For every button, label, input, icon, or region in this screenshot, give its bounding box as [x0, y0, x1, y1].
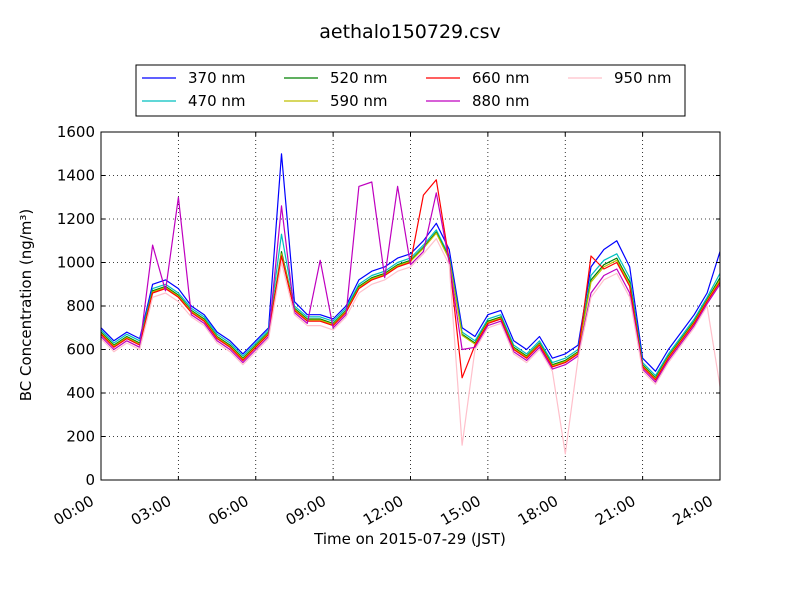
legend-label: 590 nm	[330, 92, 388, 110]
x-axis-label: Time on 2015-07-29 (JST)	[313, 530, 506, 548]
x-tick-label: 24:00	[670, 492, 716, 529]
y-tick-label: 0	[85, 471, 95, 489]
legend-box	[135, 64, 686, 117]
legend: 370 nm 470 nm 520 nm 590 nm 660 nm 880 nm 950 …	[135, 64, 686, 117]
series-line	[100, 229, 721, 377]
y-tick-label: 1000	[57, 254, 95, 272]
ticks: 00:00 03:00 06:00 09:00 12:00 15:00 18:00 21:00…	[51, 123, 721, 529]
series-line	[100, 238, 721, 455]
legend-label: 660 nm	[472, 69, 530, 87]
series-line	[100, 153, 721, 372]
y-tick-label: 600	[66, 341, 95, 359]
series-line	[100, 181, 721, 383]
series-layer	[100, 153, 721, 455]
x-tick-label: 03:00	[128, 492, 174, 529]
y-tick-label: 800	[66, 297, 95, 315]
legend-label: 880 nm	[472, 92, 530, 110]
y-tick-label: 200	[66, 428, 95, 446]
x-tick-label: 18:00	[515, 492, 561, 529]
x-tick-label: 00:00	[51, 492, 97, 529]
x-tick-label: 06:00	[205, 492, 251, 529]
legend-label: 370 nm	[188, 69, 246, 87]
y-tick-label: 1600	[57, 123, 95, 141]
x-tick-label: 09:00	[283, 492, 329, 529]
legend-label: 470 nm	[188, 92, 246, 110]
chart-title: aethalo150729.csv	[319, 21, 501, 43]
y-axis-label: BC Concentration (ng/m³)	[17, 209, 35, 402]
x-tick-label: 21:00	[592, 492, 638, 529]
legend-label: 950 nm	[614, 69, 672, 87]
x-tick-label: 15:00	[437, 492, 483, 529]
x-tick-label: 12:00	[360, 492, 406, 529]
y-tick-label: 1400	[57, 167, 95, 185]
y-tick-label: 1200	[57, 210, 95, 228]
legend-label: 520 nm	[330, 69, 388, 87]
grid	[101, 132, 720, 480]
y-tick-label: 400	[66, 384, 95, 402]
